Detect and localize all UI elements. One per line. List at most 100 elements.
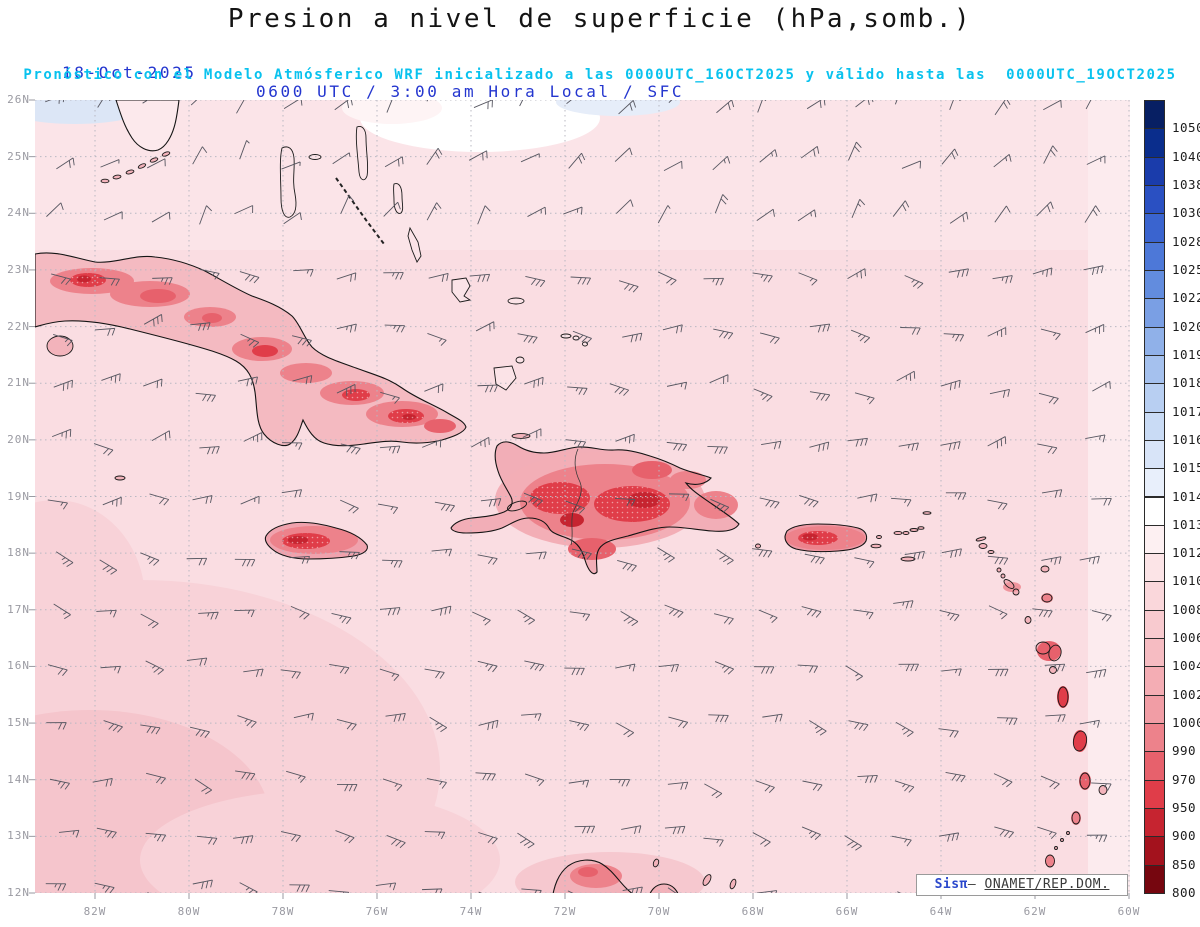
colorbar-cell xyxy=(1144,184,1165,215)
wind-barb xyxy=(667,781,689,790)
colorbar: 1050 1040 1038 1030 1028 1025 1022 1020 1019 1018… xyxy=(1144,100,1200,900)
wind-barb xyxy=(574,825,596,834)
wind-barb xyxy=(100,665,121,674)
wind-barb xyxy=(280,669,301,679)
wind-barb xyxy=(146,158,166,169)
wind-barb xyxy=(477,554,498,565)
wind-barb xyxy=(517,832,535,849)
wind-barb xyxy=(893,600,914,609)
wind-barb xyxy=(53,333,73,347)
wind-barb xyxy=(151,211,171,223)
wind-barb xyxy=(570,276,591,285)
wind-barb xyxy=(478,832,498,845)
axis-ticks xyxy=(29,99,1130,899)
wind-barb xyxy=(798,272,818,286)
colorbar-label: 1008 xyxy=(1172,601,1200,617)
wind-barb xyxy=(895,721,914,737)
colorbar-cell xyxy=(1144,694,1165,725)
wind-barb xyxy=(239,271,260,284)
wind-barb xyxy=(618,100,636,115)
wind-barb xyxy=(938,832,960,842)
lat-label: 14N xyxy=(7,772,30,786)
wind-barb xyxy=(994,826,1014,839)
wind-barb xyxy=(801,826,821,840)
wind-barb xyxy=(281,442,303,450)
wind-barb xyxy=(240,333,260,348)
lat-label: 12N xyxy=(7,886,30,899)
wind-barb xyxy=(850,329,871,344)
wind-barb xyxy=(524,660,545,672)
wind-barb xyxy=(1040,328,1061,341)
coastlines xyxy=(35,100,1108,893)
grid-lines xyxy=(35,100,1130,893)
wind-barb xyxy=(335,830,355,844)
colorbar-label: 1022 xyxy=(1172,290,1200,306)
lat-label: 20N xyxy=(7,432,30,446)
wind-barb xyxy=(704,783,723,799)
wind-barb xyxy=(55,551,74,568)
wind-barb xyxy=(431,605,452,616)
wind-barb xyxy=(708,714,729,723)
wind-barb xyxy=(940,379,961,391)
wind-barb xyxy=(45,100,64,104)
wind-barb xyxy=(147,892,150,893)
wind-barb xyxy=(199,446,220,455)
wind-barb xyxy=(51,428,72,439)
wind-barb xyxy=(939,609,960,622)
wind-barb xyxy=(844,835,862,851)
wind-barb xyxy=(622,332,643,343)
wind-barb xyxy=(334,100,353,111)
wind-barbs xyxy=(45,100,1112,905)
wind-barb xyxy=(716,549,734,565)
colorbar-cell xyxy=(1144,213,1165,243)
wind-barb xyxy=(949,100,961,110)
wind-barb xyxy=(797,209,817,222)
wind-barb xyxy=(993,154,1012,168)
wind-barb xyxy=(192,146,208,165)
wind-barb xyxy=(669,493,690,502)
wind-barb xyxy=(186,557,208,566)
wind-barb xyxy=(337,783,358,792)
wind-barb xyxy=(759,332,780,345)
wind-barb xyxy=(196,835,218,845)
wind-barb xyxy=(292,375,313,385)
wind-barb xyxy=(56,157,75,170)
wind-barb xyxy=(703,277,724,286)
wind-barb xyxy=(239,140,250,160)
lon-label: 72W xyxy=(553,905,577,918)
wind-barb xyxy=(140,613,159,629)
valid-date-label: 18-Oct-2025 xyxy=(62,63,197,82)
wind-barb xyxy=(281,161,301,170)
wind-barb xyxy=(1091,782,1112,791)
wind-barb xyxy=(468,150,488,161)
wind-barb xyxy=(520,153,540,163)
wind-barb xyxy=(331,612,352,625)
wind-barb xyxy=(477,660,498,673)
lon-label: 82W xyxy=(83,905,107,918)
wind-barb xyxy=(715,896,735,905)
lon-label: 66W xyxy=(835,905,859,918)
colorbar-label: 1030 xyxy=(1172,205,1200,221)
wind-barb xyxy=(809,720,827,736)
wind-barb xyxy=(234,609,255,618)
wind-barb xyxy=(286,770,306,783)
lon-label: 68W xyxy=(741,905,765,918)
colorbar-cell xyxy=(1144,100,1165,130)
wind-barb xyxy=(49,778,70,790)
wind-barb xyxy=(422,888,443,893)
wind-barb xyxy=(290,605,310,620)
colorbar-label: 1025 xyxy=(1172,261,1200,277)
wind-barb xyxy=(762,713,783,723)
wind-barb xyxy=(756,208,775,222)
wind-barb xyxy=(146,772,166,785)
wind-barb xyxy=(568,152,586,169)
wind-barb xyxy=(664,825,686,835)
wind-barb xyxy=(96,609,117,618)
wind-barb xyxy=(941,548,962,558)
colorbar-cell xyxy=(1144,383,1165,413)
wind-barb xyxy=(97,100,111,108)
wind-barb xyxy=(615,433,635,444)
wind-barb xyxy=(901,160,921,169)
wind-barb xyxy=(375,882,397,891)
wind-barb xyxy=(668,716,689,729)
